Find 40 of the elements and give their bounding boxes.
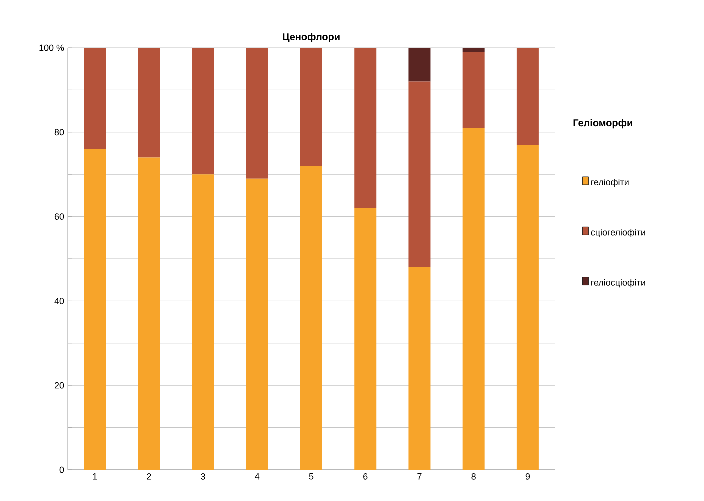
bar — [138, 48, 160, 158]
legend-label: геліофіти — [592, 178, 629, 188]
legend-label: геліосціофіти — [592, 279, 646, 288]
x-tick-label: 7 — [418, 474, 422, 480]
bar — [246, 178, 268, 470]
bar — [408, 267, 431, 470]
x-tick-label: 4 — [255, 474, 260, 480]
legend-title: Геліоморфи — [574, 119, 632, 129]
y-tick-label: 60 — [54, 214, 64, 220]
bar — [138, 158, 160, 470]
bar — [300, 48, 322, 166]
bar — [408, 48, 431, 82]
bar — [246, 48, 268, 179]
bar — [408, 82, 431, 268]
y-tick-label: 40 — [54, 298, 64, 304]
bar — [84, 149, 106, 470]
legend-label: сціогеліофіти — [591, 229, 646, 238]
y-tick-label: 100 % — [40, 44, 64, 52]
chart-title: Ценофлори — [283, 33, 340, 42]
x-tick-label: 1 — [93, 474, 98, 480]
x-tick-label: 9 — [526, 474, 530, 480]
bar — [300, 166, 322, 470]
x-tick-label: 5 — [309, 474, 314, 480]
y-tick-label: 20 — [54, 382, 64, 389]
bar — [462, 52, 485, 128]
bar — [192, 174, 214, 470]
x-tick-label: 2 — [147, 474, 152, 480]
x-tick-label: 8 — [472, 474, 476, 480]
x-tick-label: 6 — [364, 474, 368, 480]
y-tick-label: 80 — [54, 129, 64, 136]
x-tick-label: 3 — [201, 474, 206, 480]
bar — [192, 48, 214, 175]
y-tick-label: 0 — [60, 466, 64, 474]
bar — [462, 48, 485, 52]
bar — [354, 48, 377, 208]
bar — [462, 128, 485, 470]
bar — [84, 48, 106, 150]
bar — [516, 145, 539, 470]
bar — [516, 48, 539, 146]
bar — [354, 208, 377, 470]
